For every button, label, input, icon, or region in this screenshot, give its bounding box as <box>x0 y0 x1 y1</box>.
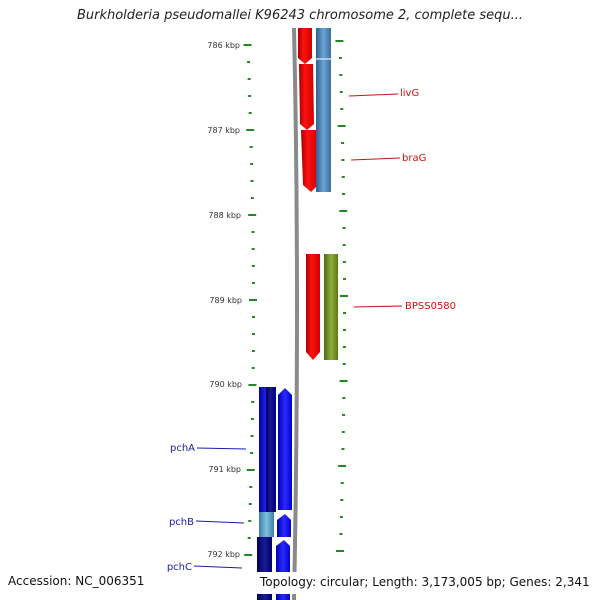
tick-label-786: 786 kbp <box>207 41 240 50</box>
right-gene-labels: livG braG BPSS0580 <box>348 88 456 312</box>
cds-feature-BPSS0580[interactable] <box>306 254 320 360</box>
left-gene-labels: pchA pchB pchC <box>167 443 247 573</box>
gene-label-pchC[interactable]: pchC <box>167 562 192 573</box>
cds-feature-top[interactable] <box>298 28 312 64</box>
tick-label-791: 791 kbp <box>208 465 241 474</box>
cds-feature-livG[interactable] <box>299 64 314 130</box>
gene-label-pchA[interactable]: pchA <box>170 443 195 454</box>
gene-label-braG[interactable]: braG <box>402 153 426 164</box>
chromosome-backbone <box>292 27 299 600</box>
accession-label: Accession: NC_006351 <box>8 574 145 588</box>
tick-label-787: 787 kbp <box>207 126 240 135</box>
map-title: Burkholderia pseudomallei K96243 chromos… <box>76 8 524 23</box>
topology-info: Topology: circular; Length: 3,173,005 bp… <box>257 572 600 594</box>
gene-label-pchB[interactable]: pchB <box>169 517 194 528</box>
cds-feature-pchA[interactable] <box>278 388 292 510</box>
tick-label-792: 792 kbp <box>207 550 240 559</box>
reverse-track-navy-inner[interactable] <box>266 387 275 512</box>
left-feature-tracks <box>257 387 292 600</box>
right-feature-tracks <box>298 28 338 360</box>
scale-tick-labels: 786 kbp 787 kbp 788 kbp 789 kbp 790 kbp … <box>207 41 242 559</box>
gene-label-livG[interactable]: livG <box>400 88 419 99</box>
cds-feature-pchB-arrow[interactable] <box>277 514 291 537</box>
cds-feature-braG[interactable] <box>301 130 318 192</box>
tick-label-788: 788 kbp <box>208 211 241 220</box>
olive-track-feature[interactable] <box>324 254 338 360</box>
pchB-feature[interactable] <box>259 512 274 537</box>
scale-tick-marks <box>243 40 348 556</box>
tick-label-789: 789 kbp <box>209 296 242 305</box>
gene-label-BPSS0580[interactable]: BPSS0580 <box>405 301 456 312</box>
steelblue-track-feature[interactable] <box>316 28 331 192</box>
tick-label-790: 790 kbp <box>209 380 242 389</box>
